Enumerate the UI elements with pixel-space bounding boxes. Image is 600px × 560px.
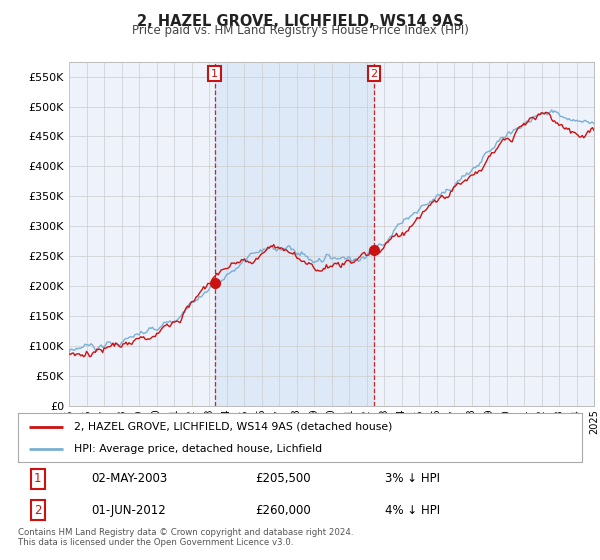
Text: 3% ↓ HPI: 3% ↓ HPI xyxy=(385,472,440,485)
Text: 01-JUN-2012: 01-JUN-2012 xyxy=(91,503,166,517)
Text: HPI: Average price, detached house, Lichfield: HPI: Average price, detached house, Lich… xyxy=(74,444,323,454)
Text: 2: 2 xyxy=(370,69,377,78)
Text: £205,500: £205,500 xyxy=(255,472,311,485)
Bar xyxy=(215,62,374,406)
Text: £260,000: £260,000 xyxy=(255,503,311,517)
Text: Contains HM Land Registry data © Crown copyright and database right 2024.
This d: Contains HM Land Registry data © Crown c… xyxy=(18,528,353,547)
Text: 2, HAZEL GROVE, LICHFIELD, WS14 9AS (detached house): 2, HAZEL GROVE, LICHFIELD, WS14 9AS (det… xyxy=(74,422,393,432)
Text: Price paid vs. HM Land Registry's House Price Index (HPI): Price paid vs. HM Land Registry's House … xyxy=(131,24,469,37)
Text: 02-MAY-2003: 02-MAY-2003 xyxy=(91,472,167,485)
Text: 4% ↓ HPI: 4% ↓ HPI xyxy=(385,503,440,517)
Text: 1: 1 xyxy=(211,69,218,78)
Text: 2, HAZEL GROVE, LICHFIELD, WS14 9AS: 2, HAZEL GROVE, LICHFIELD, WS14 9AS xyxy=(137,14,463,29)
Text: 1: 1 xyxy=(34,472,41,485)
Text: 2: 2 xyxy=(34,503,41,517)
